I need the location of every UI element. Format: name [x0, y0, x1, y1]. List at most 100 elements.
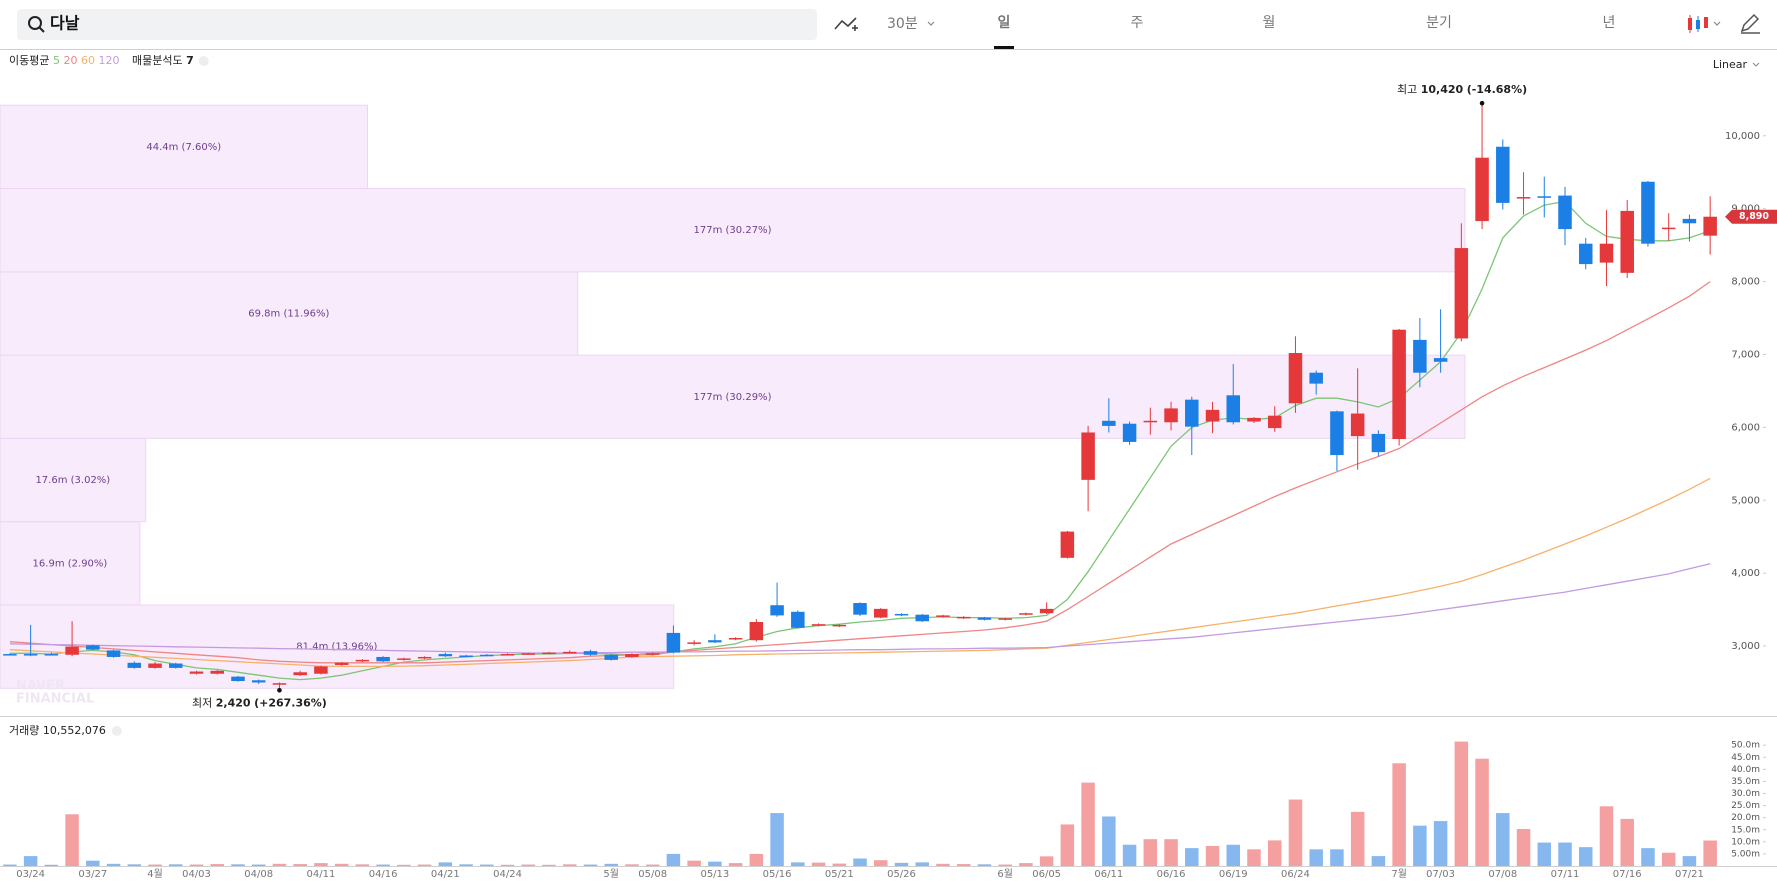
candle-body [1102, 420, 1116, 426]
candle-body [127, 662, 142, 668]
volume-bar [3, 864, 17, 866]
x-tick-label: 07/21 [1675, 869, 1704, 880]
profile-share: (30.27%) [726, 225, 772, 236]
moving-averages [9, 200, 1711, 681]
candle-body [1703, 216, 1717, 236]
search-icon [28, 16, 45, 33]
close-button[interactable] [111, 726, 122, 736]
candle-body [1122, 423, 1137, 442]
x-tick-label: 4월 [147, 868, 163, 880]
volume-bar [1247, 849, 1261, 866]
x-tick-label: 6월 [997, 868, 1013, 880]
volume-bar [521, 864, 536, 866]
candle-body [1661, 227, 1676, 230]
profile-legend[interactable]: 매물분석도 7 [132, 54, 194, 67]
volume-bar [542, 864, 556, 866]
ma-legend[interactable]: 이동평균 5 20 60 120 [9, 54, 119, 67]
extreme-dot [1479, 100, 1485, 106]
search-box[interactable] [17, 9, 817, 40]
period-tab[interactable]: 월 [1263, 15, 1276, 31]
x-tick-label: 07/03 [1426, 869, 1455, 880]
draw-icon[interactable] [1740, 13, 1760, 34]
candle-body [314, 666, 328, 674]
ma-line [9, 477, 1711, 668]
candle-body [1433, 358, 1448, 362]
volume-bar [1309, 849, 1323, 866]
extreme-label: 최저 2,420 (+267.36%) [192, 696, 327, 709]
indicator-icon[interactable] [834, 17, 858, 31]
candle-body [728, 638, 743, 640]
candle-body [604, 654, 618, 660]
candle-body [417, 656, 432, 659]
volume-bar [1599, 806, 1614, 866]
candle-body [1288, 353, 1303, 404]
x-tick-label: 05/21 [825, 869, 854, 880]
volume-bar [272, 863, 287, 866]
candle-body [1185, 399, 1199, 427]
candle-body [1537, 196, 1552, 198]
volume-bar [355, 864, 370, 866]
x-tick-label: 07/11 [1551, 869, 1580, 880]
ma-legend-title: 이동평균 [9, 54, 49, 67]
chart-type-icon[interactable] [1688, 15, 1721, 33]
candle-body [500, 654, 515, 656]
volume-bar [811, 862, 826, 866]
search-text[interactable]: 다날 [50, 14, 80, 33]
extreme-name: 최저 [192, 696, 212, 709]
period-tab[interactable]: 년 [1603, 15, 1616, 31]
volume-bar [1019, 863, 1033, 866]
period-tabs: 일 주 월 분기 년 [994, 15, 1615, 49]
candle-body [977, 617, 992, 620]
ma-line [9, 563, 1711, 654]
period-tab[interactable]: 분기 [1426, 15, 1452, 31]
volume-bar [998, 864, 1012, 866]
y-tick-label: 8,000 [1731, 277, 1760, 288]
last-price-label: 8,890 [1739, 211, 1769, 222]
candle-body [459, 655, 473, 658]
y-tick-label: 9,000 [1731, 204, 1760, 215]
candle-body [44, 654, 59, 656]
candle-body [169, 663, 183, 668]
volume-bar [1350, 811, 1365, 866]
period-tab[interactable]: 주 [1131, 15, 1144, 31]
candle-body [1247, 417, 1261, 422]
volume-bar [977, 864, 992, 866]
extreme-dot [277, 688, 282, 693]
interval-button[interactable]: 30분 [887, 16, 918, 32]
candle-body [1350, 413, 1365, 437]
volume-bar [749, 853, 764, 866]
close-button[interactable] [198, 56, 209, 66]
volume-bar [459, 864, 473, 866]
x-tick-label: 06/11 [1094, 869, 1123, 880]
x-tick-label: 04/24 [493, 869, 522, 880]
volume-bar [1661, 852, 1676, 866]
profile-box [0, 521, 141, 606]
candle-body [334, 662, 349, 665]
candle-body [1413, 339, 1427, 373]
period-tab[interactable]: 일 [998, 15, 1011, 31]
scale-label[interactable]: Linear [1713, 58, 1748, 71]
volume-bar [832, 863, 847, 866]
profile-label: 177m (30.27%) [694, 225, 772, 236]
candle-body [355, 659, 370, 662]
profile-volume: 81.4m [296, 642, 328, 653]
candle-body [645, 653, 660, 655]
extreme-change: (-14.68%) [1467, 83, 1527, 96]
volume-bar [148, 864, 162, 866]
volume-bar [1620, 818, 1634, 866]
volume-bar [645, 864, 660, 866]
candle-body [687, 642, 701, 644]
volume-bar [583, 864, 598, 866]
extreme-name: 최고 [1397, 83, 1417, 96]
candle-body [272, 683, 287, 685]
volume-bar [708, 861, 722, 866]
last-price-tag [1725, 209, 1777, 224]
volume-bar [397, 864, 411, 866]
volume-tick-label: 45.0m [1731, 753, 1760, 763]
volume-bar [106, 863, 121, 866]
volume-bar [438, 862, 453, 866]
extreme-value: 2,420 [216, 696, 251, 709]
profile-volume: 177m [694, 225, 723, 236]
